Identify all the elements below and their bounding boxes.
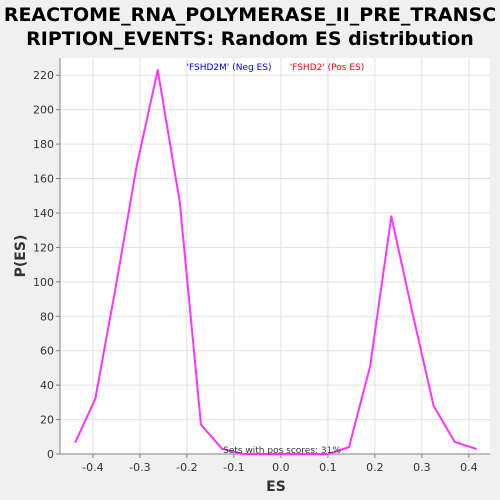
y-tick-label-4: 80 xyxy=(40,310,54,323)
x-tick-label-0: -0.4 xyxy=(82,461,103,474)
x-tick-label-3: -0.1 xyxy=(223,461,244,474)
x-tick-label-2: -0.2 xyxy=(176,461,197,474)
y-tick-label-0: 0 xyxy=(47,448,54,461)
data-point-0-12 xyxy=(326,453,329,455)
y-tick-label-11: 220 xyxy=(33,69,54,82)
y-tick-label-7: 140 xyxy=(33,207,54,220)
grid xyxy=(60,58,490,455)
data-point-0-1 xyxy=(94,397,97,400)
legend-entry-pos: 'FSHD2' (Pos ES) xyxy=(290,63,365,73)
data-point-0-18 xyxy=(453,440,456,443)
series-group xyxy=(74,69,477,455)
data-point-0-14 xyxy=(369,365,372,368)
y-ticks: 0 20 40 60 80 100 120 140 160 180 200 220 xyxy=(33,69,60,461)
y-tick-label-5: 100 xyxy=(33,276,54,289)
x-tick-label-6: 0.2 xyxy=(366,461,384,474)
data-point-0-0 xyxy=(74,440,77,443)
x-ticks: -0.4 -0.3 -0.2 -0.1 0.0 0.1 0.2 0.3 0.4 xyxy=(82,454,478,474)
data-point-0-6 xyxy=(199,423,202,426)
data-point-0-9 xyxy=(263,453,266,455)
series-line-0 xyxy=(74,69,477,455)
data-point-0-2 xyxy=(114,287,117,290)
data-point-0-11 xyxy=(305,453,308,455)
x-axis-label: ES xyxy=(266,479,286,495)
chart-title-line-1: REACTOME_RNA_POLYMERASE_II_PRE_TRANSC xyxy=(4,4,496,26)
data-point-0-8 xyxy=(242,453,245,455)
x-tick-label-5: 0.1 xyxy=(319,461,337,474)
x-tick-label-4: 0.0 xyxy=(272,461,290,474)
y-tick-label-9: 180 xyxy=(33,138,54,151)
x-tick-label-1: -0.3 xyxy=(129,461,150,474)
data-point-0-19 xyxy=(474,447,477,450)
data-point-0-16 xyxy=(411,311,414,314)
data-point-0-3 xyxy=(135,165,138,168)
y-tick-label-3: 60 xyxy=(40,345,54,358)
pos-scores-annotation: Sets with pos scores: 31% xyxy=(223,446,341,456)
data-point-0-15 xyxy=(390,215,393,218)
y-tick-label-10: 200 xyxy=(33,104,54,117)
data-point-0-4 xyxy=(156,69,159,72)
data-point-0-13 xyxy=(348,446,351,449)
y-tick-label-6: 120 xyxy=(33,241,54,254)
data-point-0-7 xyxy=(221,447,224,450)
plot-area xyxy=(60,58,490,454)
data-point-0-10 xyxy=(284,453,287,455)
y-tick-label-2: 40 xyxy=(40,379,54,392)
data-point-0-5 xyxy=(178,201,181,204)
data-point-0-17 xyxy=(432,404,435,407)
y-axis-label: P(ES) xyxy=(13,235,29,278)
chart-title: REACTOME_RNA_POLYMERASE_II_PRE_TRANSC RI… xyxy=(4,4,496,50)
x-tick-label-8: 0.4 xyxy=(460,461,478,474)
legend: 'FSHD2M' (Neg ES) 'FSHD2' (Pos ES) xyxy=(187,63,365,73)
y-tick-label-1: 20 xyxy=(40,414,54,427)
chart-title-line-2: RIPTION_EVENTS: Random ES distribution xyxy=(26,28,474,50)
x-tick-label-7: 0.3 xyxy=(413,461,431,474)
legend-entry-neg: 'FSHD2M' (Neg ES) xyxy=(187,63,272,73)
y-tick-label-8: 160 xyxy=(33,173,54,186)
